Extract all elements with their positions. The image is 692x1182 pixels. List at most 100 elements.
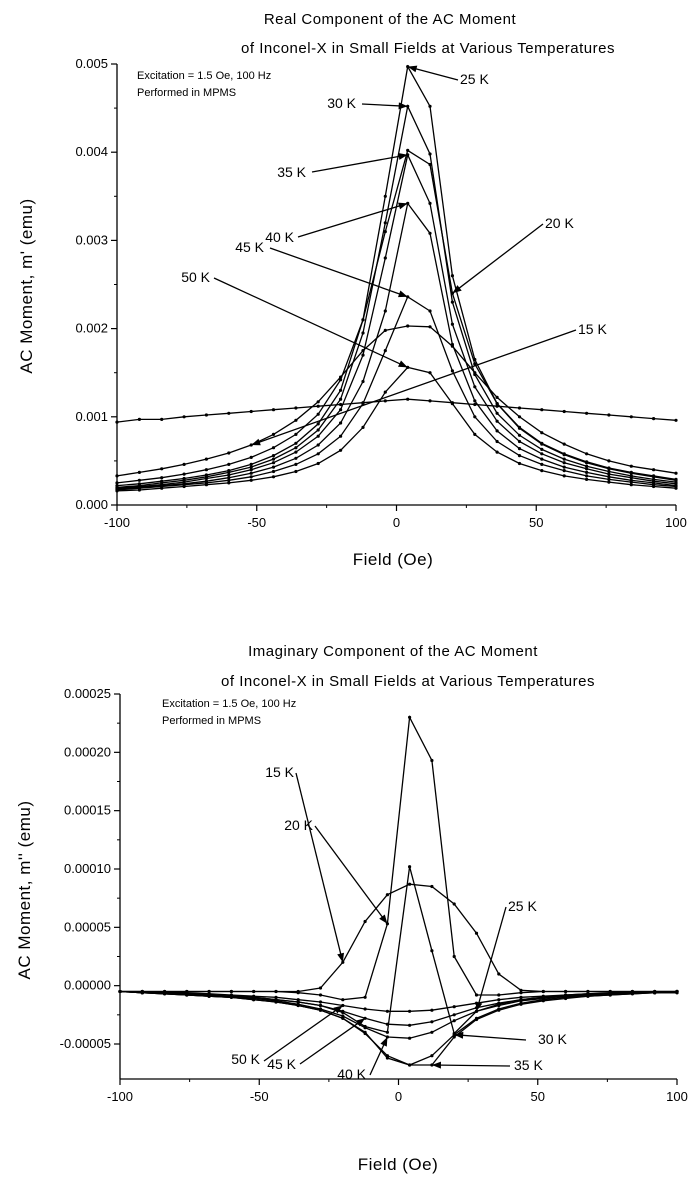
data-point <box>652 468 656 472</box>
data-point <box>428 309 432 313</box>
data-point <box>517 415 522 419</box>
chart-title: Imaginary Component of the AC Moment <box>248 643 538 660</box>
data-point <box>341 1014 345 1018</box>
series-label: 30 K <box>538 1031 567 1047</box>
data-point <box>408 1063 412 1067</box>
label-arrowhead <box>407 65 418 73</box>
series-line-20k <box>120 715 677 1001</box>
data-point <box>271 465 276 469</box>
x-tick-label: -50 <box>247 515 266 530</box>
data-point <box>383 328 387 332</box>
data-point <box>562 465 566 469</box>
data-point <box>406 397 410 401</box>
data-point <box>450 300 454 304</box>
data-point <box>562 457 566 461</box>
data-point <box>562 442 566 446</box>
data-point <box>318 1007 323 1011</box>
label-leader-line <box>299 1017 366 1065</box>
y-tick-label: 0.00015 <box>64 803 111 818</box>
data-point <box>473 399 477 403</box>
data-point <box>540 469 544 473</box>
series-line-15k <box>120 883 677 993</box>
data-point <box>607 475 611 479</box>
data-point <box>452 1005 456 1009</box>
data-point <box>316 412 320 416</box>
data-point <box>227 481 231 485</box>
x-axis-label: Field (Oe) <box>353 550 434 569</box>
data-point <box>607 480 611 484</box>
annotation-mpms: Performed in MPMS <box>137 87 236 99</box>
series-line-45k <box>119 990 678 1026</box>
series-label: 50 K <box>231 1051 260 1067</box>
data-point <box>363 995 367 999</box>
data-point <box>296 991 300 995</box>
data-point <box>249 465 253 469</box>
label-arrowhead <box>355 1018 366 1027</box>
data-point <box>674 471 678 475</box>
data-point <box>406 324 410 328</box>
data-point <box>495 395 499 399</box>
data-point <box>497 998 501 1002</box>
data-point <box>495 429 499 433</box>
data-point <box>204 468 208 472</box>
data-point <box>383 256 387 260</box>
series-label: 30 K <box>327 95 356 111</box>
data-point <box>430 949 434 953</box>
chart-title: Real Component of the AC Moment <box>264 11 517 28</box>
data-point <box>586 989 590 994</box>
label-arrowhead <box>454 1031 464 1039</box>
data-point <box>450 401 454 405</box>
data-point <box>540 447 544 451</box>
series-line-25k <box>119 866 678 1035</box>
data-point <box>363 1026 367 1030</box>
data-point <box>341 1009 345 1013</box>
y-tick-label: 0.005 <box>75 56 108 71</box>
series-label: 25 K <box>508 898 537 914</box>
label-leader-line <box>250 329 577 446</box>
series-label: 40 K <box>265 229 294 245</box>
data-point <box>428 399 432 403</box>
data-point <box>607 477 611 481</box>
y-tick-label: 0.00005 <box>64 919 111 934</box>
data-point <box>497 1008 501 1012</box>
data-point <box>519 991 523 995</box>
chart-real-component: Real Component of the AC Moment of Incon… <box>17 11 687 569</box>
data-point <box>562 474 566 478</box>
y-tick-label: -0.00005 <box>60 1036 111 1051</box>
y-tick-label: 0.00000 <box>64 978 111 993</box>
data-point <box>541 989 545 994</box>
data-point <box>316 428 320 432</box>
label-arrowhead <box>379 914 388 924</box>
data-point <box>428 231 432 235</box>
data-point <box>383 390 387 394</box>
annotation-mpms: Performed in MPMS <box>162 715 261 727</box>
label-arrowhead <box>337 952 344 963</box>
label-leader-line <box>269 247 408 298</box>
series-line-50k <box>120 990 677 1012</box>
data-point <box>428 325 432 329</box>
label-leader-line <box>295 772 344 963</box>
chart-subtitle: of Inconel-X in Small Fields at Various … <box>221 673 595 690</box>
data-point <box>497 993 501 997</box>
data-point <box>383 349 387 353</box>
data-point <box>495 450 499 454</box>
data-point <box>249 455 253 459</box>
data-point <box>318 993 323 997</box>
label-arrowhead <box>398 102 408 110</box>
data-point <box>227 462 231 466</box>
data-point <box>271 457 276 461</box>
data-point <box>204 483 208 487</box>
label-leader-line <box>452 223 544 294</box>
data-point <box>586 992 590 996</box>
data-point <box>361 379 365 384</box>
data-point <box>428 162 432 167</box>
data-point <box>341 1016 345 1020</box>
data-point <box>452 902 456 906</box>
data-point <box>316 452 320 456</box>
data-point <box>296 1000 300 1004</box>
data-point <box>137 470 141 474</box>
x-axis-label: Field (Oe) <box>358 1155 439 1174</box>
data-point <box>652 484 656 489</box>
data-point <box>517 447 522 451</box>
